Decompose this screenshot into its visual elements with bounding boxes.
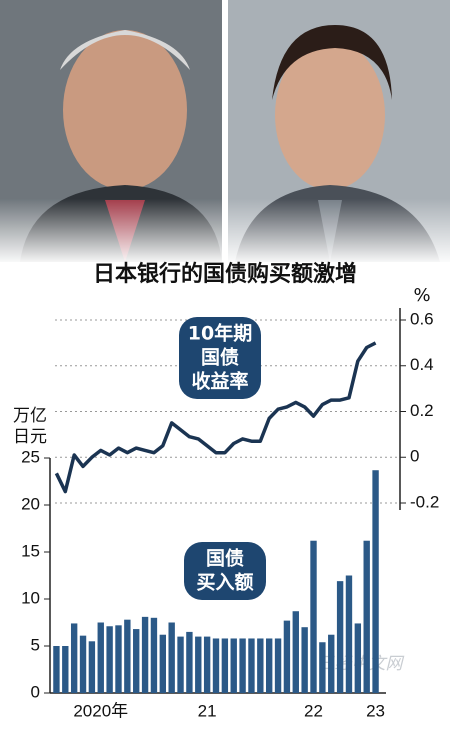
annotation-text: 国债 [201,346,239,369]
annotation-box [184,542,266,600]
bar [70,623,78,693]
annotation-text: 收益率 [191,370,248,393]
bar [354,623,362,693]
annotation-text: 买入额 [196,571,253,594]
y-axis-title: 万亿 [13,406,47,426]
bar [195,636,202,693]
y2-tick-label: 0.4 [410,355,434,374]
y2-tick-label: 0.2 [410,401,434,420]
bar [336,581,344,693]
bar [301,627,308,693]
bar [265,638,273,693]
bar [62,646,69,693]
bar [124,619,131,693]
bar [97,622,104,693]
bar [159,634,167,693]
annotation-text: 国债 [206,547,244,570]
annotation-text: 10年期 [188,322,252,345]
y-tick-label: 5 [31,635,40,654]
line [54,341,377,494]
bar [363,540,370,693]
bar [319,642,326,693]
x-tick-label: 2020年 [73,701,128,720]
bar [248,638,255,693]
y2-axis-title: % [413,285,430,306]
y2-tick-label: 0 [410,447,419,466]
bar [150,617,158,693]
bar [203,636,211,693]
bar [186,631,193,693]
bar [177,636,184,693]
bar [133,629,140,693]
x-tick-label: 23 [366,701,385,720]
bar [106,626,113,693]
bar [257,638,264,693]
x-tick-label: 22 [304,701,323,720]
y2-tick-label: 0.6 [410,309,434,328]
bar [230,638,237,693]
bar [115,625,122,693]
bar [79,635,87,693]
bar [53,646,60,693]
y-tick-label: 0 [31,682,40,701]
bar [212,638,220,693]
bar [168,622,175,693]
y-tick-label: 15 [21,541,40,560]
y-tick-label: 25 [21,447,40,466]
bar [345,575,353,693]
bar [328,634,335,693]
bar [88,641,96,693]
bar [283,620,291,693]
annotation-box [179,317,261,399]
bar [372,470,379,693]
bar [141,616,149,693]
y-axis-title: 日元 [13,427,47,447]
y-tick-label: 20 [21,494,40,513]
bar [239,638,246,693]
y2-tick-label: -0.2 [410,492,439,511]
bar [310,540,317,693]
photos [0,0,450,265]
bar [292,611,299,693]
x-tick-label: 21 [198,701,217,720]
bar [274,638,282,693]
chart-title: 日本银行的国债购买额激增 [93,261,357,287]
bar [221,638,229,693]
y-tick-label: 10 [21,588,40,607]
